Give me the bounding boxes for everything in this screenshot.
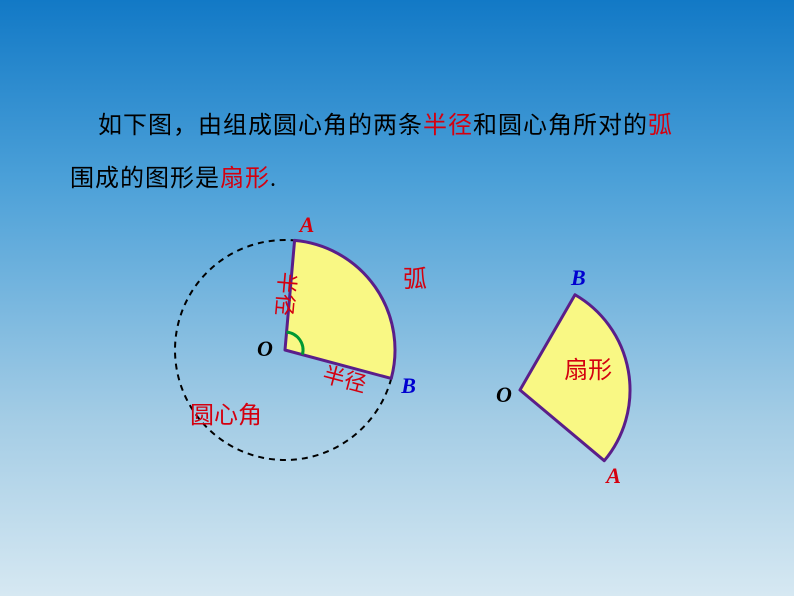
- t-red3: 扇形: [220, 166, 270, 192]
- t3: 围成的图形是: [70, 166, 220, 192]
- diagram-svg: [0, 200, 794, 596]
- t1: 如下图，由组成圆心角的两条: [70, 113, 423, 139]
- diagram-area: A B O 半径 半径 弧 圆心角 A B O 扇形: [0, 200, 794, 596]
- label-O-right: O: [496, 382, 512, 408]
- label-B-right: B: [571, 265, 586, 291]
- label-radius-1: 半径: [269, 270, 305, 317]
- t-red2: 弧: [648, 113, 673, 139]
- label-B-left: B: [401, 373, 416, 399]
- label-O-left: O: [257, 336, 273, 362]
- label-A-left: A: [300, 212, 315, 238]
- definition-text: 如下图，由组成圆心角的两条半径和圆心角所对的弧 围成的图形是扇形.: [70, 100, 730, 206]
- t2: 和圆心角所对的: [473, 113, 648, 139]
- label-arc: 弧: [403, 259, 427, 294]
- t4: .: [270, 166, 277, 192]
- label-sector: 扇形: [564, 350, 612, 385]
- label-A-right: A: [606, 463, 621, 489]
- t-red1: 半径: [423, 113, 473, 139]
- label-central-angle: 圆心角: [190, 395, 262, 430]
